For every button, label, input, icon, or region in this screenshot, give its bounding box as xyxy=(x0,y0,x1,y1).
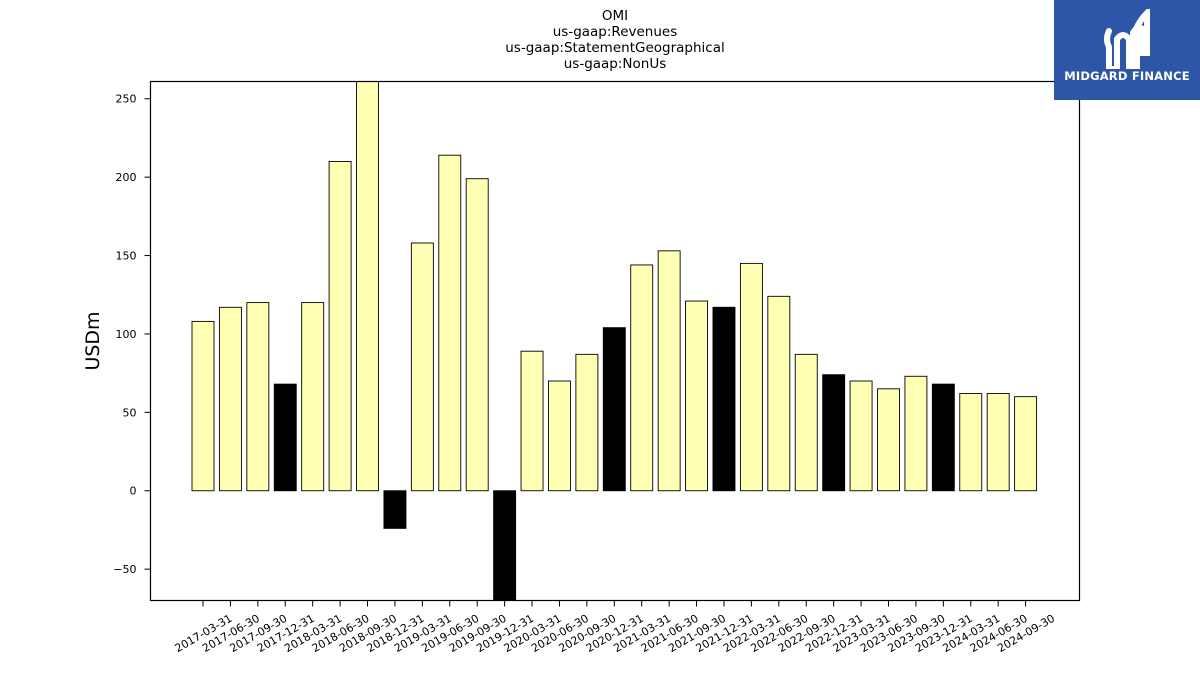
bar-2019-09-30 xyxy=(465,178,489,492)
bar-2017-06-30 xyxy=(218,306,242,492)
midgard-finance-logo: MIDGARD FINANCE xyxy=(1054,0,1200,100)
bar-2019-06-30 xyxy=(438,154,462,492)
y-tick-label: 100 xyxy=(116,328,137,341)
bar-2021-03-31 xyxy=(630,264,654,492)
plot-frame xyxy=(149,80,1081,602)
bar-2018-06-30 xyxy=(328,161,352,492)
bar-2021-09-30 xyxy=(685,300,709,492)
y-tick-label: 0 xyxy=(130,485,137,498)
bar-2024-06-30 xyxy=(986,393,1010,492)
bar-2017-09-30 xyxy=(246,302,270,492)
bar-2017-12-31 xyxy=(273,383,297,492)
bar-2023-06-30 xyxy=(877,388,900,492)
bars xyxy=(191,81,1038,601)
bar-2022-03-31 xyxy=(739,262,763,492)
y-axis: −50 0 50 100 150 200 250 xyxy=(113,93,151,576)
bar-2023-09-30 xyxy=(904,375,928,492)
bar-2022-09-30 xyxy=(794,353,818,492)
bar-2018-12-31 xyxy=(383,490,407,529)
bar-2020-03-31 xyxy=(520,350,544,492)
bar-2024-09-30 xyxy=(1014,396,1038,492)
title-line: us-gaap:StatementGeographical xyxy=(505,40,724,56)
y-tick-label: −50 xyxy=(113,563,136,576)
chart-title: OMIus-gaap:Revenuesus-gaap:StatementGeog… xyxy=(505,8,724,72)
y-tick-label: 50 xyxy=(123,406,137,419)
y-tick-label: 200 xyxy=(116,171,137,184)
bar-2021-12-31 xyxy=(712,306,736,492)
x-axis: 2017-03-312017-06-302017-09-302017-12-31… xyxy=(173,600,1057,655)
title-line: OMI xyxy=(602,8,628,24)
bar-2021-06-30 xyxy=(657,250,681,492)
bar-2019-03-31 xyxy=(410,242,434,492)
bar-2018-09-30 xyxy=(356,81,379,492)
bar-2020-06-30 xyxy=(548,380,571,492)
midgard-m-logo-icon xyxy=(1104,9,1150,69)
bar-2022-12-31 xyxy=(822,374,846,492)
bar-2022-06-30 xyxy=(767,295,791,492)
y-axis-label: USDm xyxy=(82,311,104,370)
bar-2023-03-31 xyxy=(849,380,873,492)
bar-2023-12-31 xyxy=(931,383,955,492)
y-tick-label: 250 xyxy=(116,93,137,106)
bar-2020-09-30 xyxy=(575,353,599,492)
bar-2024-03-31 xyxy=(959,393,983,492)
logo-text: MIDGARD FINANCE xyxy=(1064,69,1190,83)
bar-2020-12-31 xyxy=(602,327,626,492)
bar-2017-03-31 xyxy=(191,320,215,492)
title-line: us-gaap:Revenues xyxy=(553,24,678,40)
bar-2019-12-31 xyxy=(493,490,517,601)
bar-2018-03-31 xyxy=(301,302,325,492)
y-tick-label: 150 xyxy=(116,250,137,263)
title-line: us-gaap:NonUs xyxy=(564,56,667,72)
